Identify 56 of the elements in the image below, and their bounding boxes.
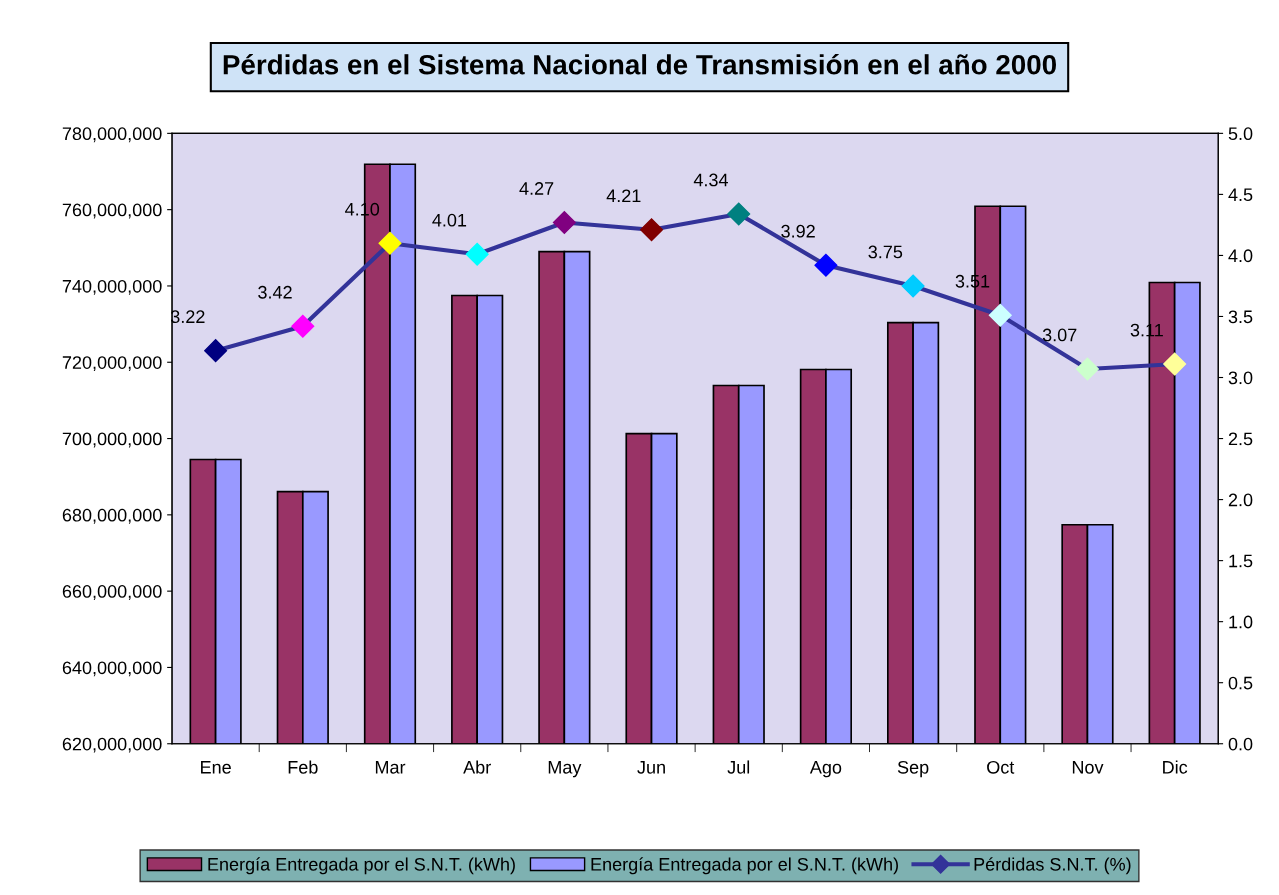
x-tick-label: Abr <box>463 760 491 774</box>
data-label: 3.75 <box>868 245 903 259</box>
point <box>1075 357 1099 381</box>
point <box>988 303 1012 327</box>
data-label: 4.34 <box>693 173 728 187</box>
y-tick-label: 700,000,000 <box>62 432 162 448</box>
y-tick-label: 640,000,000 <box>62 661 162 677</box>
y2-tick-label: 1.5 <box>1229 554 1253 568</box>
y2-tick-label: 3.5 <box>1228 310 1253 324</box>
y2-tick-label: 0.0 <box>1228 737 1253 751</box>
y2-tick-label: 0.5 <box>1228 676 1253 690</box>
x-tick-label: Jun <box>637 761 665 774</box>
y2-tick-label: 4.5 <box>1228 188 1253 202</box>
point <box>814 253 838 277</box>
x-tick-label: May <box>548 761 582 778</box>
x-tick-label: Nov <box>1072 761 1104 774</box>
y2-tick-label: 1.0 <box>1229 615 1253 629</box>
point <box>465 242 489 266</box>
point <box>1163 352 1187 376</box>
x-tick-label: Sep <box>897 760 929 778</box>
x-tick-label: Ene <box>201 761 231 774</box>
y2-tick-label: 2.5 <box>1228 432 1253 446</box>
legend-label: Energía Entregada por el S.N.T. (kWh) <box>208 857 515 875</box>
point <box>727 202 751 226</box>
x-tick-label: Ago <box>809 761 842 778</box>
point <box>901 274 925 298</box>
chart-title: Pérdidas en el Sistema Nacional de Transmisión en el año 2000 <box>223 53 1056 75</box>
point <box>552 210 576 234</box>
y2-tick-label: 5.0 <box>1228 127 1253 141</box>
y-tick-label: 680,000,000 <box>62 508 162 524</box>
point <box>291 314 315 338</box>
y-tick-label: 760,000,000 <box>62 203 162 219</box>
x-tick-label: Dic <box>1163 760 1188 774</box>
y-tick-label: 720,000,000 <box>62 356 162 372</box>
y2-tick-label: 4.0 <box>1228 249 1253 263</box>
y-tick-label: 780,000,000 <box>62 127 162 143</box>
point <box>640 218 664 242</box>
data-label: 4.21 <box>606 189 641 203</box>
y-tick-label: 740,000,000 <box>62 279 162 295</box>
y-tick-label: 660,000,000 <box>62 585 162 600</box>
y2-tick-label: 3.0 <box>1228 371 1253 385</box>
data-label: 3.42 <box>258 285 292 299</box>
point <box>378 231 402 255</box>
legend-label: Energía Entregada por el S.N.T. (kWh) <box>591 857 898 875</box>
data-label: 4.01 <box>432 213 467 227</box>
data-label: 3.92 <box>781 224 815 238</box>
data-label: 4.27 <box>519 182 554 195</box>
data-label: 3.07 <box>1042 328 1077 342</box>
x-tick-label: Mar <box>375 761 406 774</box>
legend-label: Pérdidas S.N.T. (%) <box>974 857 1131 875</box>
x-tick-label: Feb <box>288 760 318 774</box>
x-tick-label: Oct <box>987 760 1015 774</box>
y2-tick-label: 2.0 <box>1228 493 1253 507</box>
point <box>204 339 228 363</box>
y-tick-label: 620,000,000 <box>62 737 162 753</box>
x-tick-label: Jul <box>727 760 750 774</box>
